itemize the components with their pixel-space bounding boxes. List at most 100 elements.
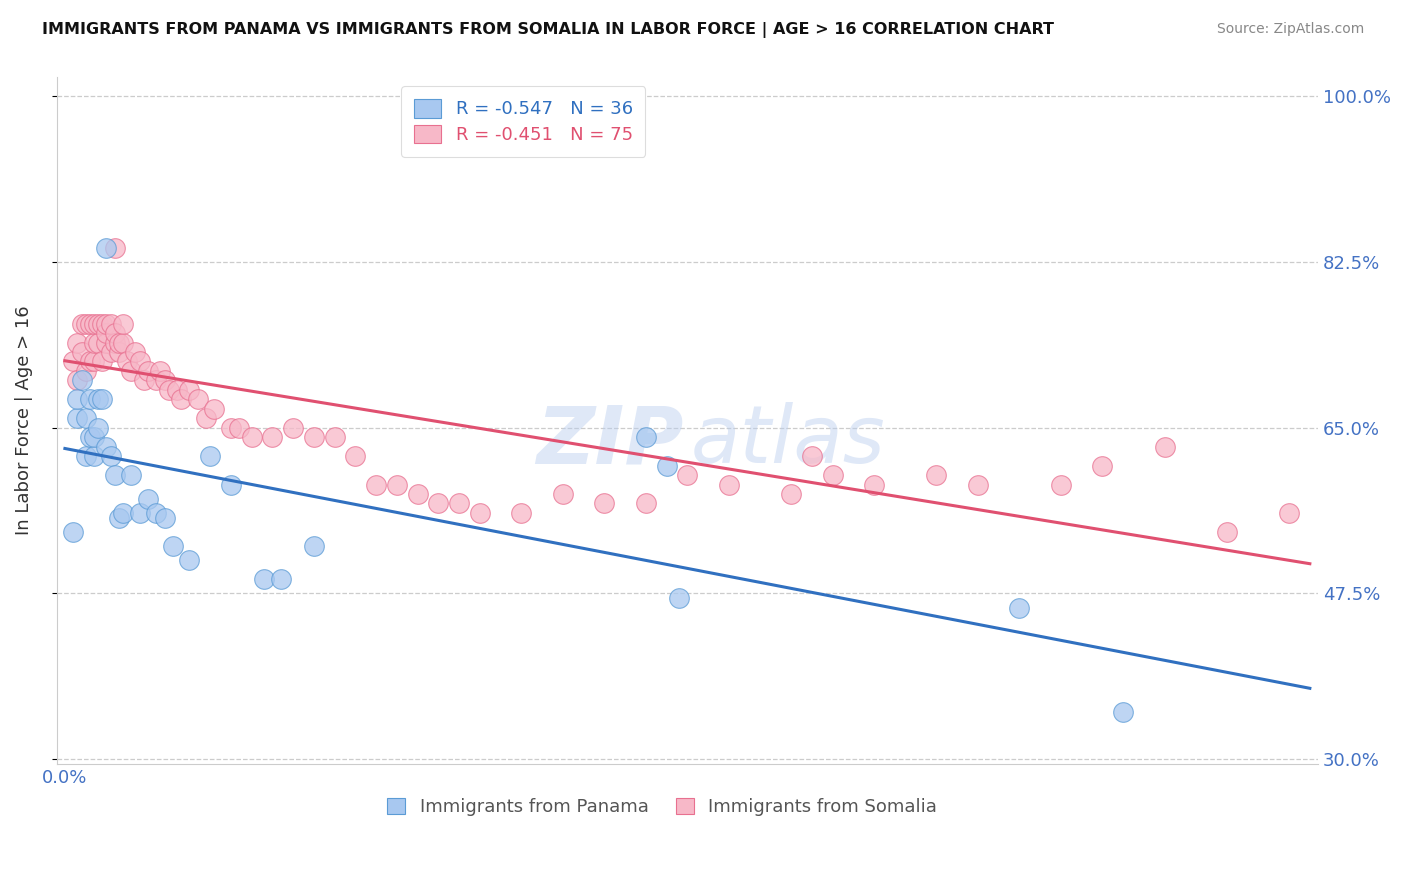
Point: [179, 553, 201, 567]
Point: [800, 449, 823, 463]
Point: [179, 383, 201, 397]
Point: [195, 411, 218, 425]
Point: [79, 430, 101, 444]
Point: [66, 411, 89, 425]
Point: [87, 317, 110, 331]
Point: [66, 335, 89, 350]
Point: [96, 241, 118, 255]
Point: [75, 449, 97, 463]
Point: [717, 477, 740, 491]
Point: [323, 430, 346, 444]
Point: [281, 421, 304, 435]
Point: [62, 354, 84, 368]
Point: [1278, 506, 1301, 520]
Point: [145, 506, 167, 520]
Point: [202, 401, 225, 416]
Point: [170, 392, 193, 407]
Point: [302, 430, 325, 444]
Point: [62, 524, 84, 539]
Point: [66, 392, 89, 407]
Point: [863, 477, 886, 491]
Text: ZIP: ZIP: [536, 402, 683, 480]
Point: [91, 317, 114, 331]
Point: [385, 477, 408, 491]
Point: [100, 449, 122, 463]
Point: [510, 506, 533, 520]
Point: [1091, 458, 1114, 473]
Point: [83, 317, 105, 331]
Point: [111, 335, 134, 350]
Point: [104, 468, 127, 483]
Point: [104, 335, 127, 350]
Point: [166, 383, 188, 397]
Point: [104, 241, 127, 255]
Point: [100, 345, 122, 359]
Point: [634, 430, 657, 444]
Point: [70, 317, 93, 331]
Point: [1008, 600, 1031, 615]
Point: [219, 421, 242, 435]
Point: [108, 335, 131, 350]
Point: [79, 392, 101, 407]
Point: [1216, 524, 1239, 539]
Point: [668, 591, 690, 606]
Point: [136, 491, 159, 506]
Point: [83, 430, 105, 444]
Point: [75, 411, 97, 425]
Point: [162, 539, 184, 553]
Point: [91, 392, 114, 407]
Point: [228, 421, 250, 435]
Point: [1112, 705, 1135, 719]
Point: [153, 510, 176, 524]
Point: [83, 335, 105, 350]
Point: [187, 392, 209, 407]
Text: Source: ZipAtlas.com: Source: ZipAtlas.com: [1216, 22, 1364, 37]
Point: [100, 317, 122, 331]
Point: [96, 440, 118, 454]
Point: [120, 364, 142, 378]
Point: [75, 317, 97, 331]
Point: [240, 430, 263, 444]
Point: [366, 477, 388, 491]
Point: [124, 345, 146, 359]
Point: [780, 487, 803, 501]
Point: [153, 373, 176, 387]
Point: [655, 458, 678, 473]
Point: [87, 392, 110, 407]
Point: [551, 487, 574, 501]
Point: [87, 421, 110, 435]
Point: [108, 345, 131, 359]
Point: [96, 317, 118, 331]
Point: [1050, 477, 1073, 491]
Point: [111, 506, 134, 520]
Point: [198, 449, 221, 463]
Point: [925, 468, 948, 483]
Point: [344, 449, 367, 463]
Point: [87, 335, 110, 350]
Text: IMMIGRANTS FROM PANAMA VS IMMIGRANTS FROM SOMALIA IN LABOR FORCE | AGE > 16 CORR: IMMIGRANTS FROM PANAMA VS IMMIGRANTS FRO…: [42, 22, 1054, 38]
Point: [634, 496, 657, 510]
Point: [219, 477, 242, 491]
Point: [1153, 440, 1175, 454]
Point: [676, 468, 699, 483]
Point: [66, 373, 89, 387]
Point: [593, 496, 616, 510]
Point: [96, 326, 118, 340]
Point: [136, 364, 159, 378]
Point: [468, 506, 491, 520]
Y-axis label: In Labor Force | Age > 16: In Labor Force | Age > 16: [15, 306, 32, 535]
Point: [79, 354, 101, 368]
Point: [128, 354, 150, 368]
Point: [104, 326, 127, 340]
Point: [966, 477, 988, 491]
Point: [111, 317, 134, 331]
Point: [70, 345, 93, 359]
Point: [449, 496, 471, 510]
Point: [262, 430, 284, 444]
Point: [157, 383, 180, 397]
Point: [406, 487, 429, 501]
Point: [253, 572, 276, 586]
Point: [821, 468, 844, 483]
Point: [120, 468, 142, 483]
Point: [145, 373, 167, 387]
